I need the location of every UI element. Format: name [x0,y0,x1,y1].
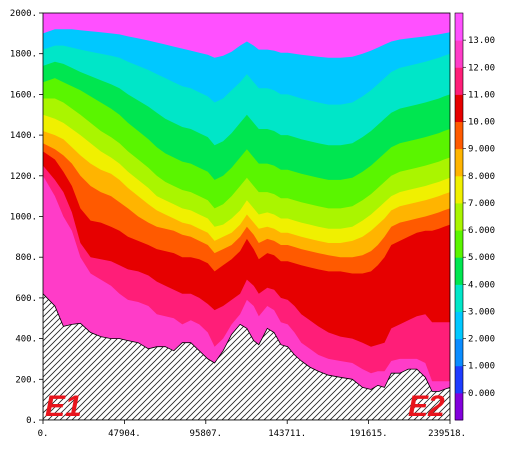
y-tick-label: 0. [26,416,37,426]
colorbar-swatch [455,311,463,340]
colorbar-swatch [455,175,463,204]
colorbar-tick-label: 2.000 [468,335,495,345]
corner-label-e2: E2 [408,390,445,423]
x-tick-label: 191615. [350,429,388,439]
y-tick-label: 1600. [10,90,37,100]
colorbar-tick-label: 7.000 [468,199,495,209]
x-tick-label: 47904. [108,429,141,439]
colorbar-tick-label: 11.00 [468,90,495,100]
colorbar-tick-label: 0.000 [468,389,495,399]
y-tick-label: 1400. [10,131,37,141]
colorbar-tick-label: 12.00 [468,63,495,73]
terrain-hatch [43,293,450,420]
colorbar-tick-label: 3.000 [468,307,495,317]
colorbar-swatch [455,202,463,231]
x-tick-label: 143711. [268,429,306,439]
corner-label-e1: E1 [45,390,82,423]
colorbar-swatch [455,365,463,394]
contour-band-level-0 [43,175,450,392]
colorbar-swatch [455,230,463,258]
colorbar-swatch [455,94,463,123]
y-axis: 0. 200. 400. 600. 800. 1000. 1200. 1400. 1600. 18… [10,9,43,426]
colorbar-swatch [455,40,463,68]
colorbar-swatch [455,121,463,150]
colorbar-tick-label: 13.00 [468,36,495,46]
colorbar-tick-label: 10.00 [468,118,495,128]
x-axis: 0. 47904. 95807. 143711. 191615. 239518. [38,420,466,439]
contour-plot-area [43,13,450,420]
y-tick-label: 800. [15,253,37,263]
colorbar-tick-label: 1.000 [468,362,495,372]
y-tick-label: 2000. [10,9,37,19]
colorbar-swatch [455,148,463,177]
colorbar-swatch [455,67,463,95]
colorbar-swatch [455,257,463,285]
colorbar-swatch [455,284,463,312]
y-tick-label: 1200. [10,172,37,182]
x-tick-label: 0. [38,429,49,439]
colorbar-swatch [455,392,463,421]
y-tick-label: 1800. [10,50,37,60]
colorbar-swatch [455,13,463,41]
colorbar-swatch [455,338,463,367]
colorbar-tick-label: 8.000 [468,172,495,182]
y-tick-label: 600. [15,294,37,304]
y-tick-label: 400. [15,335,37,345]
x-tick-label: 95807. [190,429,223,439]
colorbar: 0.000 1.000 2.000 3.000 4.000 5.000 6.000 7.000… [454,12,495,421]
x-tick-label: 239518. [428,429,466,439]
colorbar-tick-label: 4.000 [468,280,495,290]
y-tick-label: 1000. [10,213,37,223]
y-tick-label: 200. [15,375,37,385]
colorbar-tick-label: 6.000 [468,226,495,236]
colorbar-tick-label: 5.000 [468,253,495,263]
colorbar-frame [454,12,464,421]
colorbar-tick-label: 9.000 [468,145,495,155]
